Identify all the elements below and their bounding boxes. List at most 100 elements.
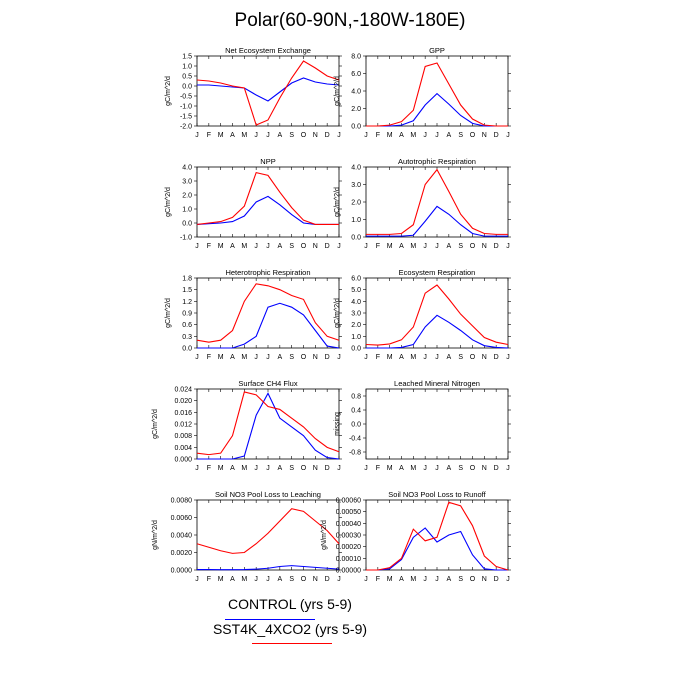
y-tick-label: 0.9 [182,311,192,318]
chart-title: Soil NO3 Pool Loss to Runoff [388,490,486,499]
y-tick-label: 2.0 [351,106,361,113]
x-tick-label: S [289,243,294,250]
y-tick-label: 3.0 [351,311,361,318]
plot-frame [196,388,340,460]
y-tick-label: 0.0 [351,235,361,242]
y-tick-label: 0.0 [351,346,361,353]
x-tick-label: M [218,465,224,472]
x-tick-label: J [506,576,510,583]
y-axis-label: gC/m^2/d [334,76,341,106]
y-axis-label: gC/m^2/d [165,76,172,106]
x-tick-label: F [207,576,211,583]
legend-experiment-label: SST4K_4XCO2 (yrs 5-9) [212,621,368,637]
x-tick-label: J [364,354,368,361]
chart-title: Autotrophic Respiration [398,157,476,166]
x-tick-label: A [446,354,451,361]
x-tick-label: M [387,354,393,361]
plot-frame [196,277,340,349]
x-tick-label: A [277,576,282,583]
x-tick-label: A [230,576,235,583]
x-tick-label: J [254,132,258,139]
series-line-0 [366,314,509,349]
chart-title: Ecosystem Respiration [399,268,476,277]
x-tick-label: J [337,132,341,139]
series-line-0 [197,392,340,460]
x-tick-label: N [313,243,318,250]
chart-title: Soil NO3 Pool Loss to Leaching [215,490,321,499]
x-tick-label: J [506,132,510,139]
plot-frame [365,55,509,127]
x-tick-label: A [399,132,404,139]
x-tick-label: S [458,132,463,139]
x-tick-label: A [277,243,282,250]
series-line-0 [366,92,508,127]
y-tick-label: 4.0 [351,89,361,96]
x-tick-label: F [207,132,211,139]
x-tick-label: J [423,465,427,472]
x-tick-label: S [458,354,463,361]
x-tick-label: J [266,243,270,250]
x-tick-label: J [195,576,199,583]
y-axis-label: gN/m^2/d [152,520,159,550]
series-line-1 [365,284,509,346]
x-tick-label: J [423,576,427,583]
x-tick-label: J [435,354,439,361]
y-tick-label: 6.0 [351,276,361,283]
y-tick-label: 0.8 [351,394,361,401]
x-tick-label: J [266,354,270,361]
y-tick-label: 0.3 [182,334,192,341]
series-line-0 [197,77,340,102]
y-tick-label: 4.0 [351,165,361,172]
y-tick-label: 6.0 [351,71,361,78]
y-tick-label: -1.5 [180,114,192,121]
x-tick-label: N [313,465,318,472]
x-tick-label: F [376,132,380,139]
x-tick-label: J [435,243,439,250]
x-tick-label: J [364,243,368,250]
x-tick-label: A [446,132,451,139]
legend-control-line [225,619,315,620]
y-tick-label: -0.5 [180,94,192,101]
y-tick-label: 0.008 [174,433,192,440]
y-tick-label: 0.0 [182,221,192,228]
y-axis-label: gN/m^2/d [321,520,328,550]
series-line-1 [366,168,508,235]
y-tick-label: 0.0080 [171,498,193,505]
x-tick-label: A [446,243,451,250]
y-axis-label: gC/m^2/d [334,298,341,328]
series-line-0 [366,527,508,571]
chart-panel-4: Heterotrophic Respiration 1.8 1.5 1.2 0.9 0.6… [165,268,342,361]
y-tick-label: -1.0 [180,235,192,242]
x-tick-label: J [254,576,258,583]
x-tick-label: M [410,243,416,250]
series-line-0 [197,565,340,571]
y-tick-label: 3.0 [351,182,361,189]
chart-panel-6: Surface CH4 Flux 0.024 0.020 0.016 0.012 0.00… [152,379,342,472]
x-tick-label: M [241,354,247,361]
plot-frame [365,499,509,571]
x-tick-label: J [195,354,199,361]
x-tick-label: D [494,243,499,250]
x-tick-label: J [364,465,368,472]
x-tick-label: O [470,243,476,250]
x-tick-label: M [387,243,393,250]
x-tick-label: J [266,576,270,583]
x-tick-label: D [325,243,330,250]
y-tick-label: 2.0 [351,322,361,329]
series-line-1 [196,171,339,225]
x-tick-label: J [266,132,270,139]
y-tick-label: 1.8 [182,276,192,283]
y-tick-label: 0.024 [174,387,192,394]
x-tick-label: F [376,465,380,472]
chart-title: Heterotrophic Respiration [225,268,310,277]
x-tick-label: D [325,354,330,361]
x-tick-label: O [301,354,307,361]
y-tick-label: 0.004 [174,445,192,452]
x-tick-label: N [482,576,487,583]
chart-title: Surface CH4 Flux [238,379,297,388]
x-tick-label: A [399,354,404,361]
y-tick-label: 4.0 [351,299,361,306]
y-tick-label: 1.0 [351,217,361,224]
y-tick-label: -0.8 [349,450,361,457]
